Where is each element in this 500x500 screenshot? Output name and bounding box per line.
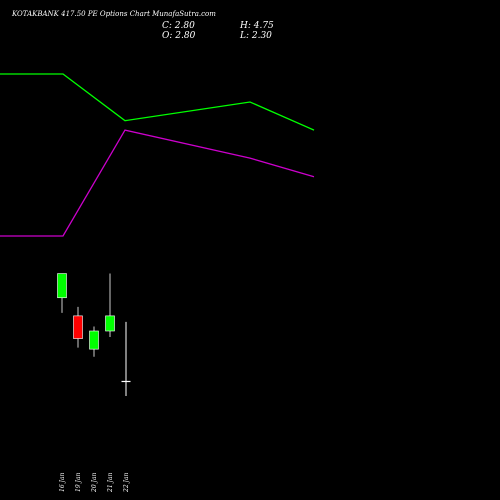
candles xyxy=(57,273,131,396)
lower-line xyxy=(0,129,315,237)
candle-body xyxy=(57,273,67,299)
x-tick-label: 21 Jan xyxy=(107,472,114,493)
candle-body xyxy=(73,315,83,339)
candle-19-jan xyxy=(73,306,83,348)
candle-body xyxy=(89,330,99,350)
candle-body xyxy=(105,315,115,332)
x-tick-label: 16 Jan xyxy=(59,472,66,492)
candle-22-jan xyxy=(121,321,131,396)
low-label: L: 2.30 xyxy=(239,31,272,41)
x-tick-label: 22 Jan xyxy=(123,472,130,493)
candle-21-jan xyxy=(105,273,115,338)
high-label: H: 4.75 xyxy=(239,21,274,31)
x-axis-ticks: 16 Jan 19 Jan 20 Jan 21 Jan 22 Jan xyxy=(59,472,130,493)
candle-16-jan xyxy=(57,273,67,313)
candle-body xyxy=(121,380,131,383)
x-tick-label: 20 Jan xyxy=(91,472,98,493)
close-label: C: 2.80 xyxy=(162,21,195,31)
x-tick-label: 19 Jan xyxy=(75,472,82,492)
chart-title: KOTAKBANK 417.50 PE Options Chart Munafa… xyxy=(11,10,216,18)
indicator-lines xyxy=(0,73,315,237)
open-label: O: 2.80 xyxy=(162,31,196,41)
upper-line xyxy=(0,73,315,131)
candle-20-jan xyxy=(89,326,99,357)
